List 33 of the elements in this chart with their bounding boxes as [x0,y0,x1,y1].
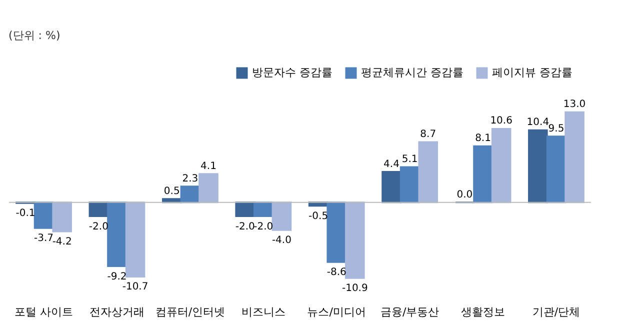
legend-label: 페이지뷰 증감률 [492,66,572,79]
data-label: -4.0 [272,235,292,246]
data-label: -8.6 [326,267,346,278]
data-label: 9.5 [548,123,564,134]
x-tick-label: 비즈니스 [241,306,286,318]
data-label: 0.0 [456,189,473,200]
data-label: 0.5 [164,186,180,197]
data-label: -3.7 [34,233,54,244]
x-tick-label: 기관/단체 [532,306,580,318]
data-label: 4.1 [200,160,216,172]
data-label: 13.0 [563,99,586,110]
data-label: -10.7 [122,282,148,293]
x-tick-label: 포털 사이트 [14,306,74,318]
data-label: -9.2 [107,271,127,282]
x-tick-label: 금융/부동산 [380,306,440,318]
data-label: -2.0 [235,221,255,232]
data-label: 8.7 [420,128,436,140]
text: (단위 : %) [8,29,60,42]
legend-label: 평균체류시간 증감률 [361,66,464,79]
data-label: 4.4 [384,158,400,170]
data-label: 10.6 [490,116,512,127]
data-label: 5.1 [402,154,418,165]
data-label: -2.0 [254,221,274,232]
data-label: -10.9 [342,283,368,294]
data-label: 8.1 [475,133,491,144]
x-tick-label: 컴퓨터/인터넷 [155,306,226,318]
data-label: 10.4 [526,117,550,128]
x-tick-label: 생활정보 [461,306,506,318]
x-tick-label: 전자상거래 [89,306,144,318]
data-label: 2.3 [182,173,198,184]
x-tick-label: 뉴스/미디어 [307,306,366,318]
data-label: -4.2 [52,236,72,248]
legend-label: 방문자수 증감률 [252,66,332,79]
